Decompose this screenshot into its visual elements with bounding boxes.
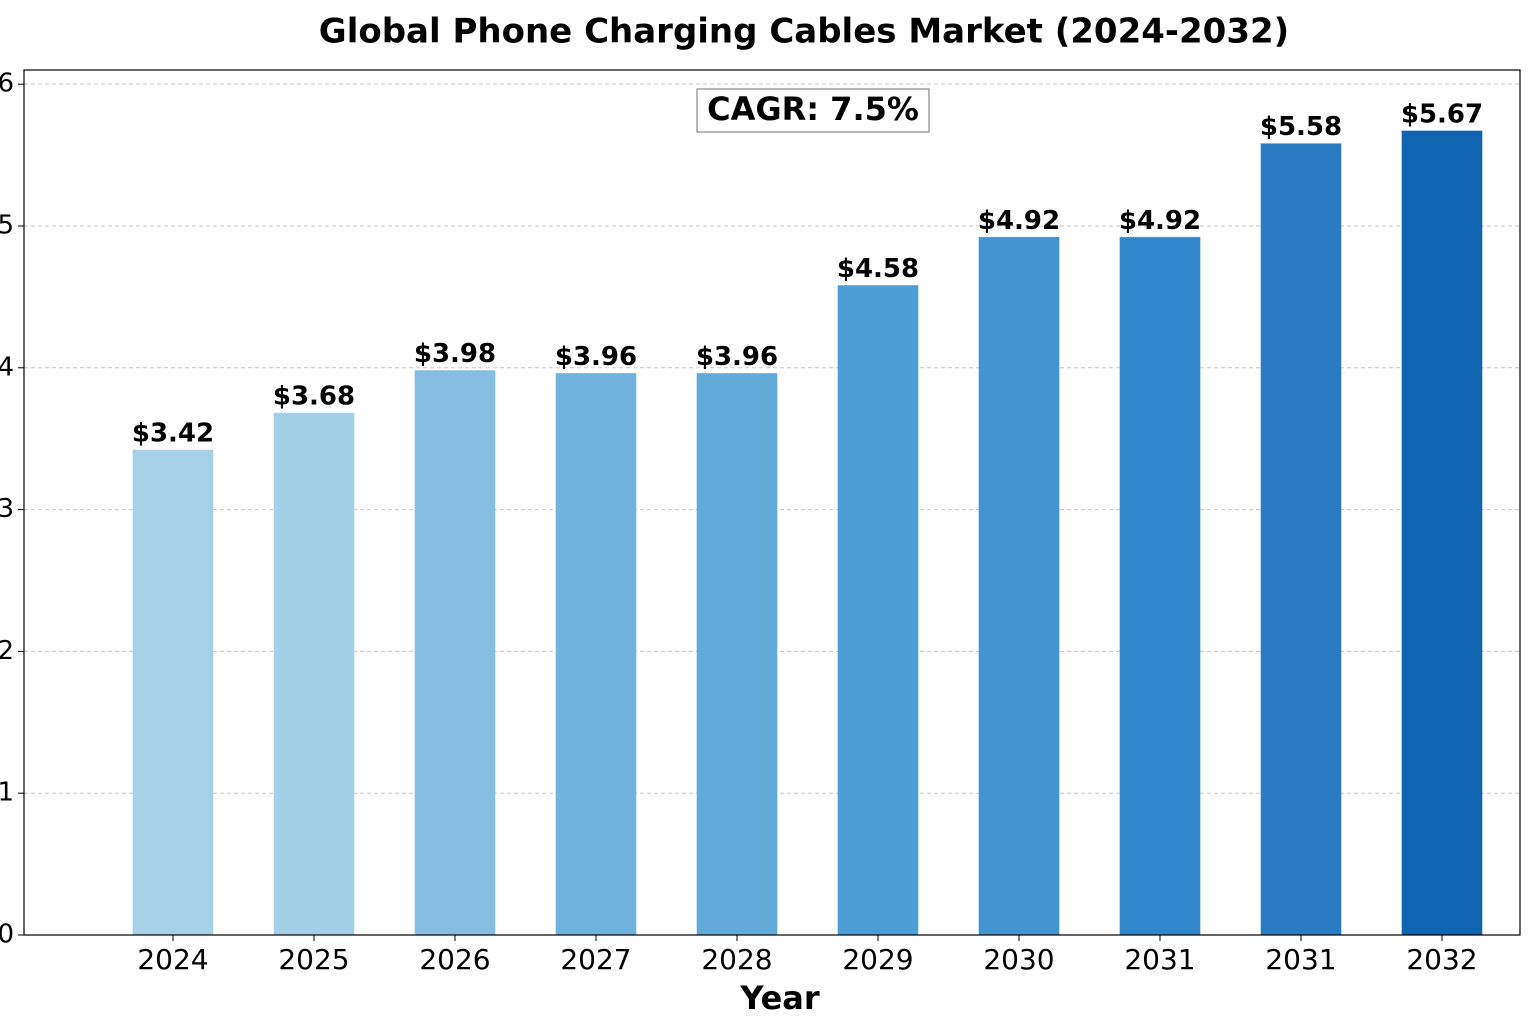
bar xyxy=(414,370,496,936)
plot-area: 0 1 2 3 4 5 6 $3.42 2024 $3.68 2025 $3.98 2026 $3.96 2… xyxy=(0,69,1520,976)
x-tick-label: 2030 xyxy=(983,943,1054,976)
bar xyxy=(696,372,778,936)
annotation: CAGR: 7.5% xyxy=(707,90,919,128)
bar xyxy=(837,285,919,936)
y-tick-label: 3 xyxy=(0,494,14,524)
bar xyxy=(273,412,355,936)
x-tick-label: 2029 xyxy=(842,943,913,976)
data-label: $4.58 xyxy=(837,254,919,284)
x-axis-label: Year xyxy=(739,979,820,1017)
x-tick-label: 2024 xyxy=(137,943,208,976)
x-tick-label: 2032 xyxy=(1406,943,1477,976)
data-label: $4.92 xyxy=(978,206,1060,236)
bar xyxy=(978,236,1060,936)
y-tick-label: 0 xyxy=(0,920,14,950)
x-tick-label: 2031 xyxy=(1265,943,1336,976)
y-tick-label: 4 xyxy=(0,352,14,382)
x-tick-label: 2028 xyxy=(701,943,772,976)
bar xyxy=(1260,143,1342,936)
y-tick-label: 5 xyxy=(0,210,14,240)
x-tick-label: 2025 xyxy=(278,943,349,976)
data-label: $3.98 xyxy=(414,339,496,369)
y-tick-label: 2 xyxy=(0,636,14,666)
annotation-box xyxy=(696,88,930,133)
data-label: $3.96 xyxy=(555,342,637,372)
y-tick-label: 6 xyxy=(0,69,14,99)
data-label: $3.96 xyxy=(696,342,778,372)
x-tick-label: 2027 xyxy=(560,943,631,976)
data-label: $3.42 xyxy=(132,419,214,449)
data-label: $4.92 xyxy=(1119,206,1201,236)
data-label: $5.58 xyxy=(1260,112,1342,142)
data-label: $5.67 xyxy=(1401,99,1483,129)
chart-title: Global Phone Charging Cables Market (202… xyxy=(319,12,1289,52)
bar xyxy=(555,372,637,936)
bar xyxy=(132,449,214,936)
bar xyxy=(1401,130,1483,936)
bar xyxy=(1119,236,1201,936)
y-tick-label: 1 xyxy=(0,778,14,808)
data-label: $3.68 xyxy=(273,382,355,412)
x-tick-label: 2031 xyxy=(1124,943,1195,976)
plot-frame xyxy=(23,69,1521,936)
x-tick-label: 2026 xyxy=(419,943,490,976)
